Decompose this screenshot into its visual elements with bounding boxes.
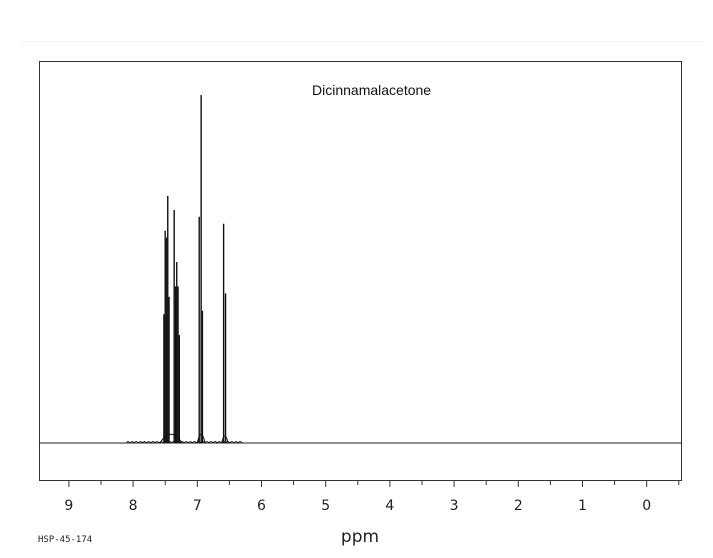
x-tick-label: 4 xyxy=(385,498,394,514)
x-axis-tick-labels: 9 8 7 6 5 4 3 2 1 0 xyxy=(64,498,651,514)
baseline-noise xyxy=(126,440,243,444)
x-tick-label: 6 xyxy=(257,498,266,514)
spectrum-peaks xyxy=(126,95,243,444)
spectrum-envelope xyxy=(196,433,206,444)
x-tick-label: 9 xyxy=(64,498,73,514)
spectrum-envelope xyxy=(221,435,229,444)
x-tick-label: 8 xyxy=(129,498,138,514)
x-tick-label: 2 xyxy=(514,498,523,514)
plot-frame xyxy=(39,61,682,481)
x-tick-label: 7 xyxy=(193,498,202,514)
spectrum-code-label: HSP-45-174 xyxy=(38,535,92,545)
spectrum-envelope xyxy=(159,433,183,444)
x-tick-label: 0 xyxy=(642,498,651,514)
x-axis-label: ppm xyxy=(341,527,379,547)
x-tick-label: 5 xyxy=(321,498,330,514)
x-axis-ticks xyxy=(68,481,680,487)
x-tick-label: 1 xyxy=(578,498,587,514)
top-rule xyxy=(22,41,702,42)
x-tick-label: 3 xyxy=(450,498,459,514)
chart-title: Dicinnamalacetone xyxy=(312,82,431,98)
